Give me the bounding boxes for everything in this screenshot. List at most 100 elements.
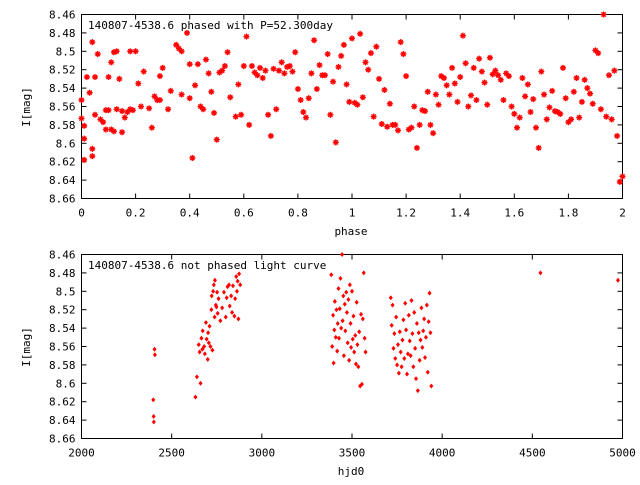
data-point xyxy=(451,80,458,87)
data-point xyxy=(336,285,341,292)
data-point xyxy=(186,61,193,68)
unphased-y-tick-label: 8.5 xyxy=(56,285,76,298)
data-point xyxy=(219,67,226,74)
data-point xyxy=(331,360,336,366)
data-point xyxy=(497,76,504,83)
data-point xyxy=(386,100,393,107)
data-point xyxy=(78,115,85,122)
data-point xyxy=(350,336,355,342)
phased-x-tick-label: 0 xyxy=(78,207,85,220)
data-point xyxy=(355,342,360,348)
data-point xyxy=(573,74,580,81)
data-point xyxy=(400,51,407,58)
data-point xyxy=(200,106,207,113)
unphased-y-tick-label: 8.66 xyxy=(49,433,76,446)
data-point xyxy=(349,344,354,351)
data-point xyxy=(600,11,607,18)
data-point xyxy=(212,314,217,320)
data-point xyxy=(532,124,539,131)
data-point xyxy=(363,349,368,355)
data-point xyxy=(178,48,185,55)
data-point xyxy=(110,128,117,135)
data-point xyxy=(417,357,422,363)
data-point xyxy=(388,295,393,301)
unphased-y-tick-label: 8.62 xyxy=(49,396,76,409)
data-point xyxy=(411,103,418,110)
data-point xyxy=(232,113,239,120)
data-point xyxy=(394,127,401,134)
data-point xyxy=(259,74,266,81)
data-point xyxy=(397,329,402,335)
data-point xyxy=(127,48,134,55)
phased-x-tick-label: 2 xyxy=(619,207,626,220)
data-point xyxy=(481,79,488,86)
phased-x-tick-label: 1.4 xyxy=(450,207,470,220)
data-point xyxy=(335,348,340,354)
data-point xyxy=(113,106,120,113)
data-point xyxy=(221,289,227,295)
data-point xyxy=(395,342,401,348)
phased-y-tick-label: 8.62 xyxy=(49,156,76,169)
unphased-x-axis-label: hjd0 xyxy=(338,465,365,478)
data-point xyxy=(198,380,203,386)
data-point xyxy=(424,88,431,95)
data-point xyxy=(476,55,483,62)
unphased-plot-panel: 8.46 8.48 8.5 8.52 8.54 8.56 8.58 8.6 8.62 8.64 8.… xyxy=(20,249,636,479)
data-point xyxy=(443,82,450,89)
data-point xyxy=(541,91,548,98)
data-point xyxy=(189,155,196,162)
data-point xyxy=(527,109,534,116)
phased-plot-title: 140807-4538.6 phased with P=52.300day xyxy=(88,19,333,32)
data-point xyxy=(407,338,412,344)
data-point xyxy=(400,337,405,343)
data-point xyxy=(349,288,355,294)
data-point xyxy=(440,74,447,81)
data-point xyxy=(227,303,232,309)
unphased-data-points xyxy=(151,251,621,425)
data-point xyxy=(519,74,526,81)
data-point xyxy=(203,319,209,326)
phased-y-tick-label: 8.54 xyxy=(49,82,76,95)
data-point xyxy=(427,121,434,128)
phased-y-tick-label: 8.56 xyxy=(49,101,76,114)
data-point xyxy=(597,106,604,113)
data-point xyxy=(416,330,421,336)
data-point xyxy=(223,314,228,320)
data-point xyxy=(611,67,618,74)
data-point xyxy=(384,123,391,130)
data-point xyxy=(343,328,348,334)
data-point xyxy=(522,93,529,100)
data-point xyxy=(495,72,502,79)
data-point xyxy=(303,114,310,121)
data-point xyxy=(89,153,96,160)
data-point xyxy=(423,334,429,340)
data-point xyxy=(390,302,395,308)
data-point xyxy=(208,343,213,350)
data-point xyxy=(341,353,346,359)
data-point xyxy=(538,68,545,75)
phased-x-tick-label: 0.8 xyxy=(288,207,308,220)
data-point xyxy=(183,29,190,36)
data-point xyxy=(446,91,453,98)
data-point xyxy=(193,394,198,400)
data-point xyxy=(329,272,334,278)
data-point xyxy=(595,50,602,57)
phased-data-points xyxy=(78,11,626,185)
phased-x-tick-label: 0.4 xyxy=(180,207,200,220)
data-point xyxy=(357,30,364,37)
data-point xyxy=(568,116,575,123)
data-point xyxy=(457,74,464,81)
data-point xyxy=(248,63,255,70)
data-point xyxy=(530,96,537,103)
data-point xyxy=(305,95,312,102)
data-point xyxy=(78,97,85,104)
data-point xyxy=(275,67,282,74)
data-point xyxy=(230,283,236,289)
data-point xyxy=(175,45,182,52)
data-point xyxy=(578,98,585,105)
data-point xyxy=(559,64,566,71)
data-point xyxy=(270,65,277,72)
data-point xyxy=(224,49,231,56)
data-point xyxy=(412,309,417,316)
unphased-x-tick-label: 3500 xyxy=(339,447,366,460)
